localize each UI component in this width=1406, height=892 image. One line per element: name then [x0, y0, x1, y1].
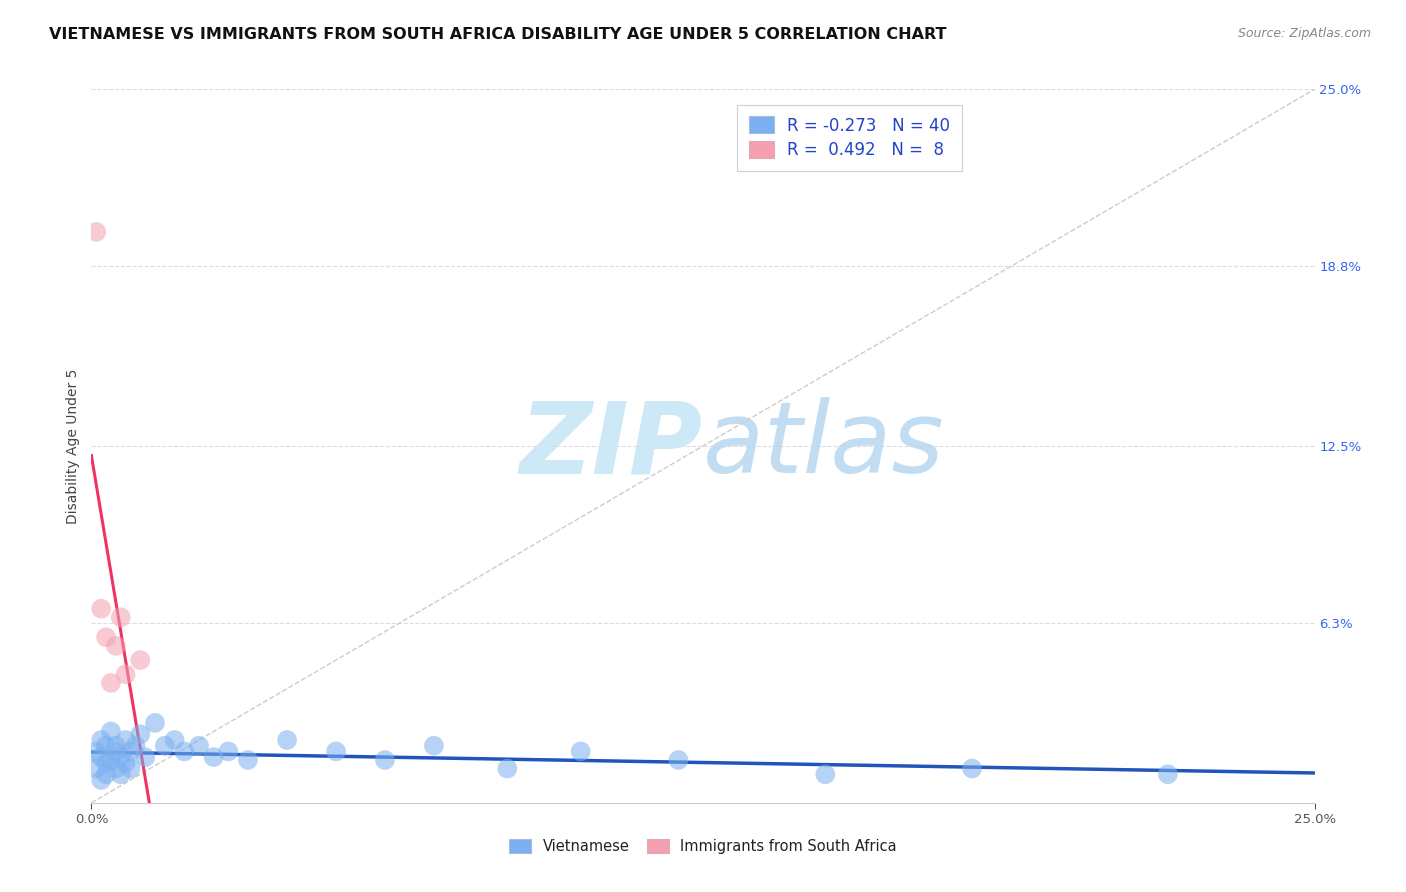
Point [90, 772, 112, 787]
Point [173, 744, 195, 758]
Point [94, 630, 117, 644]
Point [153, 739, 176, 753]
Point [90, 601, 112, 615]
Point [217, 744, 239, 758]
Text: atlas: atlas [703, 398, 945, 494]
Point [90, 733, 112, 747]
Text: Source: ZipAtlas.com: Source: ZipAtlas.com [1237, 27, 1371, 40]
Point [1157, 767, 1180, 781]
Point [960, 762, 983, 776]
Text: ZIP: ZIP [520, 398, 703, 494]
Point [569, 744, 592, 758]
Point [100, 676, 122, 690]
Point [163, 733, 186, 747]
Point [104, 762, 127, 776]
Legend: Vietnamese, Immigrants from South Africa: Vietnamese, Immigrants from South Africa [503, 833, 903, 860]
Point [84, 762, 107, 776]
Point [90, 750, 112, 764]
Text: VIETNAMESE VS IMMIGRANTS FROM SOUTH AFRICA DISABILITY AGE UNDER 5 CORRELATION CH: VIETNAMESE VS IMMIGRANTS FROM SOUTH AFRI… [49, 27, 946, 42]
Point [100, 753, 122, 767]
Point [496, 762, 519, 776]
Point [374, 753, 396, 767]
Point [814, 767, 837, 781]
Point [114, 733, 136, 747]
Point [134, 750, 156, 764]
Point [120, 762, 142, 776]
Point [110, 750, 132, 764]
Point [84, 744, 107, 758]
Point [94, 739, 117, 753]
Point [124, 739, 146, 753]
Point [129, 653, 152, 667]
Point [120, 744, 142, 758]
Point [114, 756, 136, 770]
Point [114, 667, 136, 681]
Y-axis label: Disability Age Under 5: Disability Age Under 5 [66, 368, 80, 524]
Point [202, 750, 225, 764]
Point [236, 753, 259, 767]
Point [100, 724, 122, 739]
Point [94, 756, 117, 770]
Point [104, 744, 127, 758]
Point [423, 739, 446, 753]
Point [84, 225, 107, 239]
Point [276, 733, 298, 747]
Point [94, 767, 117, 781]
Point [668, 753, 690, 767]
Point [110, 610, 132, 624]
Point [104, 639, 127, 653]
Point [129, 727, 152, 741]
Point [188, 739, 211, 753]
Point [325, 744, 347, 758]
Point [110, 767, 132, 781]
Point [104, 739, 127, 753]
Point [143, 715, 166, 730]
